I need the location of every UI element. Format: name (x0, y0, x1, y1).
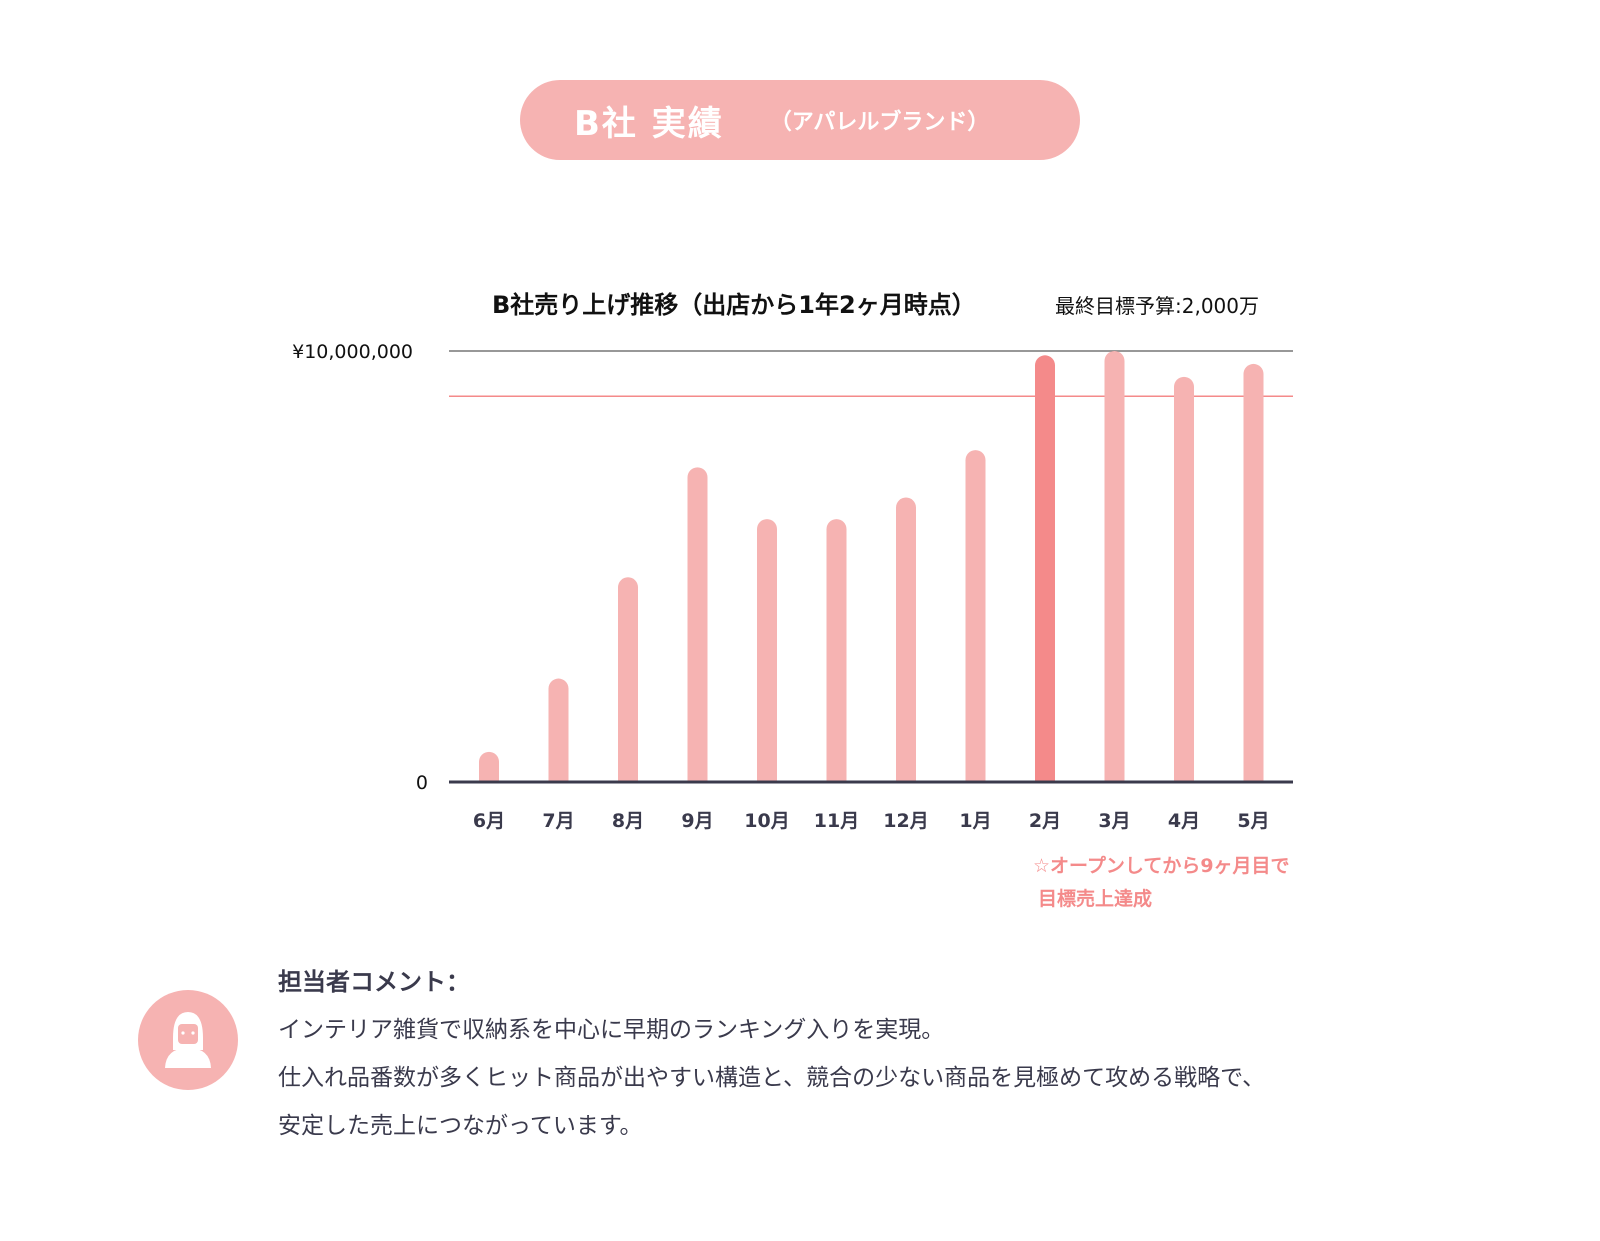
y-tick-label: 0 (416, 772, 428, 794)
bar-5月 (1243, 363, 1264, 782)
x-tick-label: 12月 (883, 810, 928, 832)
avatar (138, 990, 238, 1090)
bar-4月 (1174, 376, 1194, 782)
person-icon (165, 1012, 211, 1068)
x-tick-label: 5月 (1237, 810, 1269, 832)
company-subtitle: （アパレルブランド） (769, 110, 990, 135)
bar-6月 (479, 751, 499, 782)
x-tick-label: 10月 (744, 810, 789, 832)
comment-title: 担当者コメント： (278, 968, 470, 996)
x-tick-label: 7月 (542, 810, 574, 832)
comment-line: 安定した売上につながっています。 (278, 1113, 643, 1139)
annotation-line: ☆オープンしてから9ヶ月目で (1033, 854, 1290, 877)
y-tick-label: ¥10,000,000 (292, 341, 413, 363)
x-tick-label: 1月 (959, 810, 991, 832)
bar-12月 (896, 497, 916, 782)
x-tick-label: 9月 (681, 810, 713, 832)
sales-chart: B社売り上げ推移（出店から1年2ヶ月時点） 最終目標予算:2,000万 0 ¥10,0… (292, 291, 1293, 910)
bar-8月 (618, 577, 638, 782)
annotation-line: 目標売上達成 (1038, 887, 1152, 910)
bar-10月 (757, 519, 777, 782)
company-title-pill: B社 実績 （アパレルブランド） (520, 80, 1080, 160)
x-tick-label: 8月 (612, 810, 644, 832)
x-tick-label: 6月 (473, 810, 505, 832)
company-title: B社 実績 (574, 103, 724, 144)
bar-1月 (965, 450, 986, 782)
bar-9月 (687, 467, 708, 782)
comment-line: 仕入れ品番数が多くヒット商品が出やすい構造と、競合の少ない商品を見極めて攻める戦… (278, 1065, 1266, 1091)
x-tick-label: 4月 (1168, 810, 1200, 832)
bar-7月 (548, 678, 569, 782)
x-tick-label: 2月 (1029, 810, 1061, 832)
bar-2月 (1035, 355, 1055, 782)
bar-3月 (1104, 351, 1125, 782)
comment-line: インテリア雑貨で収納系を中心に早期のランキング入りを実現。 (278, 1017, 945, 1043)
chart-title: B社売り上げ推移（出店から1年2ヶ月時点） (492, 291, 976, 319)
x-tick-label: 3月 (1098, 810, 1130, 832)
bar-11月 (826, 519, 847, 782)
chart-subtitle: 最終目標予算:2,000万 (1055, 294, 1259, 318)
x-tick-label: 11月 (814, 810, 859, 832)
